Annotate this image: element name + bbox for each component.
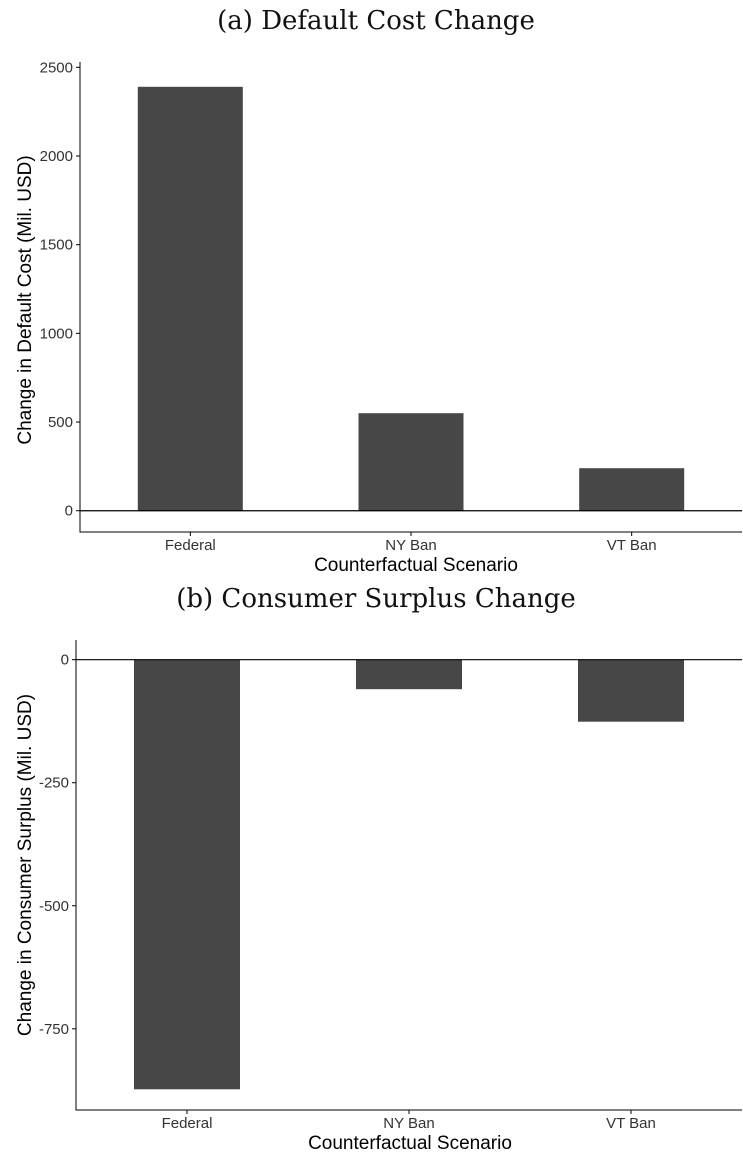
- bar-vt-ban: [578, 659, 684, 722]
- panel-default-cost: (a) Default Cost Change Change in Defaul…: [15, 6, 742, 576]
- y-axis-label: Change in Consumer Surplus (Mil. USD): [15, 694, 36, 1036]
- y-tick-label: 0: [65, 503, 73, 520]
- x-tick-label: VT Ban: [607, 537, 657, 554]
- axes: [75, 640, 742, 1111]
- chart-title: (b) Consumer Surplus Change: [176, 584, 576, 614]
- chart-title: (a) Default Cost Change: [217, 6, 535, 36]
- y-tick-label: -750: [39, 1021, 69, 1038]
- y-tick-label: 0: [61, 652, 69, 669]
- x-tick-label: VT Ban: [606, 1115, 656, 1132]
- x-tick-label: Federal: [162, 1115, 213, 1132]
- bar-ny-ban: [358, 413, 464, 511]
- bar-vt-ban: [579, 468, 685, 511]
- y-tick-label: 1000: [40, 325, 73, 342]
- x-tick-label: Federal: [165, 537, 216, 554]
- bar-ny-ban: [356, 659, 462, 690]
- axes: [79, 62, 742, 533]
- x-tick-label: NY Ban: [385, 537, 436, 554]
- bar-federal: [134, 659, 240, 1090]
- x-axis-label: Counterfactual Scenario: [314, 555, 518, 576]
- y-axis-label: Change in Default Cost (Mil. USD): [15, 155, 36, 444]
- y-tick-label: 1500: [40, 237, 73, 254]
- panel-consumer-surplus: (b) Consumer Surplus Change Change in Co…: [15, 584, 742, 1154]
- y-tick-label: 2000: [40, 148, 73, 165]
- y-tick-label: 2500: [40, 59, 73, 76]
- y-tick-label: -250: [39, 775, 69, 792]
- y-tick-label: -500: [39, 898, 69, 915]
- x-axis-label: Counterfactual Scenario: [308, 1133, 512, 1154]
- bar-federal: [137, 86, 243, 511]
- y-tick-label: 500: [48, 414, 73, 431]
- x-tick-label: NY Ban: [383, 1115, 434, 1132]
